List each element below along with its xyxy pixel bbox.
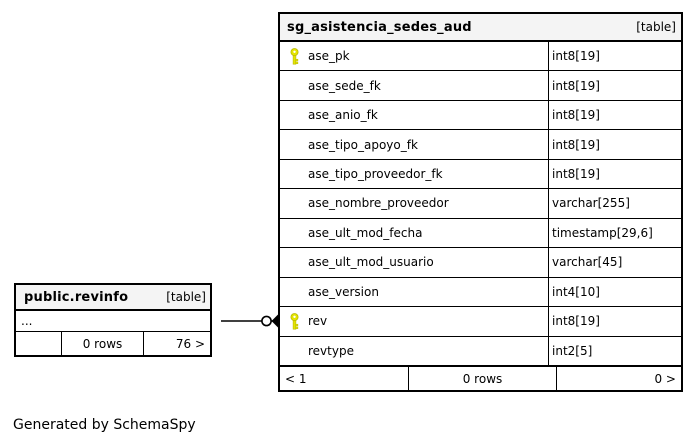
column-name: ase_ult_mod_fecha — [308, 225, 423, 240]
column-type: int8[19] — [548, 100, 681, 130]
column-type: varchar[45] — [548, 248, 681, 277]
table-row: ase_tipo_apoyo_fk int8[19] — [280, 130, 681, 160]
column-type: int8[19] — [548, 130, 681, 159]
footer-paginator-left — [16, 332, 61, 355]
table-footer: 0 rows 76 > — [16, 332, 210, 355]
column-type: int8[19] — [548, 307, 681, 336]
table-title[interactable]: public.revinfo — [24, 289, 129, 305]
primary-key-icon — [290, 47, 298, 65]
table-entity-public-revinfo: public.revinfo [table] ... 0 rows 76 > — [14, 283, 212, 357]
column-type: int8[19] — [548, 159, 681, 189]
table-row: revtype int2[5] — [280, 336, 681, 365]
column-type: int8[19] — [548, 42, 681, 71]
key-cell — [280, 160, 308, 188]
generated-by-label: Generated by SchemaSpy — [13, 417, 196, 433]
column-name: ase_nombre_proveedor — [308, 196, 449, 211]
column-type: int8[19] — [548, 71, 681, 100]
column-type: timestamp[29,6] — [548, 218, 681, 248]
column-name: ase_tipo_proveedor_fk — [308, 167, 443, 182]
column-name: ase_sede_fk — [308, 78, 381, 93]
table-entity-sg-asistencia-sedes-aud: sg_asistencia_sedes_aud [table] ase_pk i… — [278, 12, 683, 392]
table-row: ase_anio_fk int8[19] — [280, 100, 681, 131]
column-name: ase_version — [308, 284, 379, 299]
collapsed-columns-ellipsis: ... — [16, 311, 210, 332]
table-row: ase_ult_mod_usuario varchar[45] — [280, 248, 681, 278]
table-row: ase_pk int8[19] — [280, 42, 681, 72]
table-header: public.revinfo [table] — [16, 285, 210, 311]
table-type-tag: [table] — [636, 20, 676, 34]
table-row: rev int8[19] — [280, 307, 681, 337]
main-table-rows: ase_pk int8[19] ase_sede_fk int8[19] ase… — [280, 42, 681, 365]
zero-circle-marker — [261, 315, 272, 327]
footer-row-count: 0 rows — [61, 332, 143, 355]
table-row: ase_version int4[10] — [280, 277, 681, 308]
table-row: ase_ult_mod_fecha timestamp[29,6] — [280, 218, 681, 249]
table-title[interactable]: sg_asistencia_sedes_aud — [287, 19, 472, 35]
column-name: ase_anio_fk — [308, 108, 378, 123]
column-type: int2[5] — [548, 336, 681, 365]
key-cell — [280, 130, 308, 158]
column-name: ase_ult_mod_usuario — [308, 255, 434, 270]
column-name: rev — [308, 314, 328, 329]
column-name: revtype — [308, 343, 354, 358]
key-cell — [280, 219, 308, 247]
table-row: ase_tipo_proveedor_fk int8[19] — [280, 159, 681, 190]
key-cell — [280, 307, 308, 335]
table-header: sg_asistencia_sedes_aud [table] — [280, 14, 681, 42]
column-type: int4[10] — [548, 277, 681, 307]
column-name: ase_tipo_apoyo_fk — [308, 137, 418, 152]
key-cell — [280, 101, 308, 129]
table-row: ase_nombre_proveedor varchar[255] — [280, 189, 681, 219]
footer-row-count: 0 rows — [408, 367, 556, 390]
column-type: varchar[255] — [548, 189, 681, 218]
key-cell — [280, 248, 308, 276]
key-cell — [280, 278, 308, 306]
footer-paginator-left: < 1 — [285, 371, 307, 386]
column-name: ase_pk — [308, 49, 350, 64]
key-cell — [280, 189, 308, 217]
primary-key-icon — [290, 312, 298, 330]
key-cell — [280, 71, 308, 99]
table-type-tag: [table] — [166, 290, 206, 304]
table-row: ase_sede_fk int8[19] — [280, 71, 681, 101]
key-cell — [280, 42, 308, 70]
footer-paginator-right: 0 > — [556, 367, 681, 390]
key-cell — [280, 337, 308, 365]
table-footer: < 1 0 rows 0 > — [280, 365, 681, 390]
footer-paginator-right: 76 > — [143, 332, 210, 355]
